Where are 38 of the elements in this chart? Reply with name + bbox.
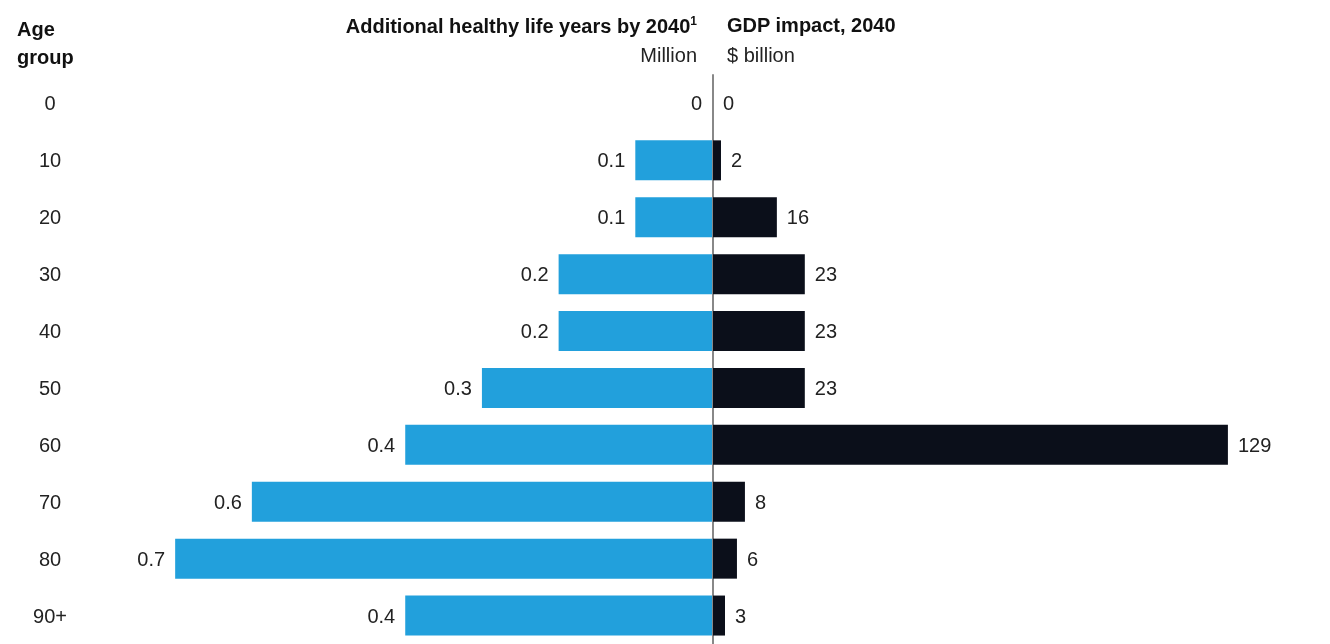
y-tick-label: 60 <box>38 433 62 456</box>
data-label: 129 <box>1237 433 1272 456</box>
data-label: 0 <box>690 92 702 115</box>
data-label: 23 <box>814 376 838 399</box>
y-tick-label: 80 <box>38 547 62 570</box>
data-label: 2 <box>730 149 743 172</box>
data-label: 16 <box>786 206 810 229</box>
bar <box>713 481 745 522</box>
y-tick-label: 50 <box>38 376 62 399</box>
bar <box>713 595 725 636</box>
y-tick-label: 90+ <box>33 604 67 627</box>
data-label: 23 <box>814 263 838 286</box>
y-tick-label: 40 <box>38 320 62 343</box>
data-label: 0.1 <box>597 206 626 229</box>
data-label: 0.7 <box>137 547 166 570</box>
data-label: 0.4 <box>367 604 396 627</box>
y-tick-label: 10 <box>38 149 62 172</box>
data-label: 0.1 <box>597 149 626 172</box>
data-label: 8 <box>754 490 767 513</box>
data-label: 0 <box>723 92 735 115</box>
data-label: 0.3 <box>444 376 472 399</box>
data-label: 0.6 <box>214 490 242 513</box>
y-axis-title: Age group <box>17 18 74 68</box>
data-label: 3 <box>734 604 747 627</box>
y-tick-label: 70 <box>38 490 62 513</box>
data-label: 6 <box>746 547 759 570</box>
data-label: 23 <box>814 320 838 343</box>
y-tick-label: 20 <box>38 206 62 229</box>
data-label: 0.4 <box>367 433 396 456</box>
bar <box>713 538 737 579</box>
chart-title: GDP impact, 2040 <box>727 14 896 36</box>
data-label: 0.2 <box>520 263 549 286</box>
bar <box>713 140 721 181</box>
y-tick-label: 30 <box>38 263 62 286</box>
y-tick-label: 0 <box>44 92 56 115</box>
chart-subtitle: Million <box>640 44 698 66</box>
data-label: 0.2 <box>520 320 549 343</box>
chart-subtitle: $ billion <box>727 44 795 66</box>
